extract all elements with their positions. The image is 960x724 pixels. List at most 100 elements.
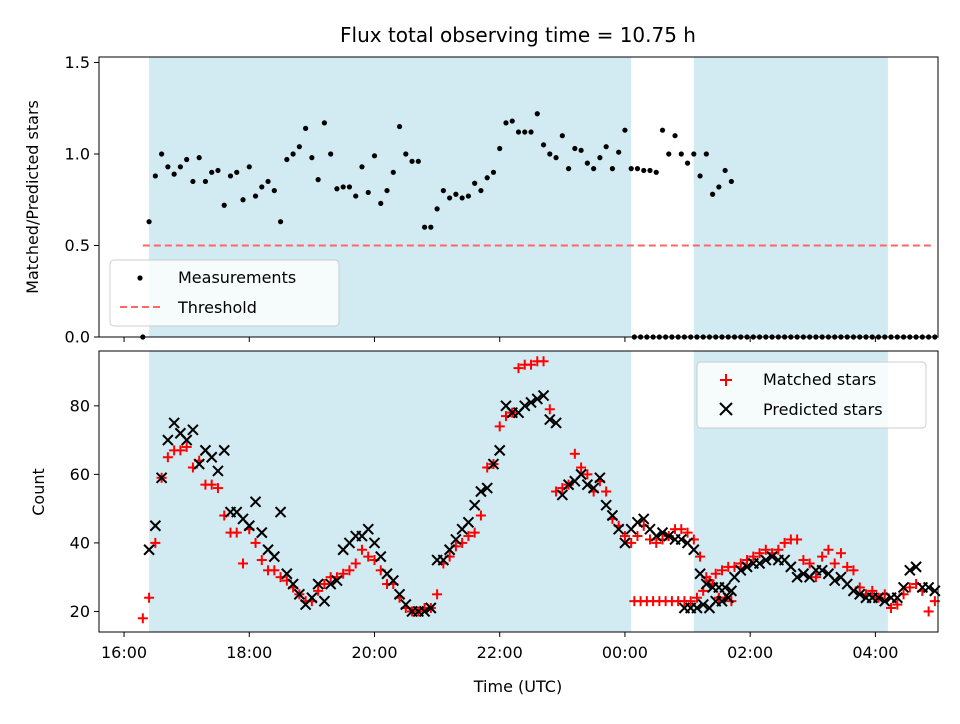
legend-label-measurements: Measurements [178,268,296,287]
bottom-matched-stars-point [212,483,223,494]
bottom-matched-stars-point [538,356,549,367]
bottom-panel: 20 40 60 80 16:00 18:00 20:00 22:00 00:00 02:00 0… [29,350,941,696]
top-measurements-point [647,167,653,174]
top-measurements-point [603,144,609,150]
top-measurements-point [290,151,296,157]
top-measurements-point [428,224,434,230]
top-plot-frame [98,56,939,338]
bottom-x-tick-label: 00:00 [602,643,648,662]
bottom-predicted-stars-point [462,516,475,529]
top-y-tick-label: 1.0 [65,144,90,163]
bottom-predicted-stars-point [631,516,644,529]
bottom-matched-stars-point [432,589,443,600]
bottom-predicted-stars-point [922,581,935,594]
top-measurements-point [540,142,547,148]
bottom-predicted-stars-point [816,564,828,577]
bottom-predicted-stars-point [243,520,255,532]
top-measurements-point [246,164,252,170]
top-measurements-point [678,151,684,157]
top-measurements-point [259,184,265,190]
bottom-predicted-stars-point [162,434,174,446]
bottom-predicted-stars-point [487,458,500,470]
top-measurements-point [353,193,359,199]
bottom-matched-stars-point [544,404,555,415]
top-y-axis: 0.0 0.5 1.0 1.5 [65,53,99,347]
bottom-matched-stars-point [716,565,727,576]
bottom-predicted-stars-point [847,585,860,597]
top-measurements-point [641,167,647,174]
top-shaded-interval [693,57,888,337]
bottom-predicted-stars-point [531,393,543,405]
bottom-matched-stars-point [569,448,580,459]
bottom-matched-stars-point [344,565,355,576]
bottom-predicted-stars-point [697,598,709,611]
bottom-predicted-stars-point [312,578,324,590]
bottom-predicted-stars-point [450,533,462,546]
top-measurements-point [240,197,246,203]
top-measurements-point [403,151,409,157]
bottom-matched-stars-point [695,551,706,562]
bottom-matched-stars-point [162,452,173,463]
bottom-matched-stars-point [513,363,524,374]
top-measurements-point [672,133,678,139]
bottom-predicted-stars-point [180,434,193,446]
top-measurements-point [515,129,522,135]
top-measurements-point [303,125,309,131]
bottom-predicted-stars-point [791,571,803,583]
top-measurements-point [371,153,378,159]
bottom-matched-stars-point [231,527,242,538]
bottom-matched-stars-point [632,531,643,542]
legend-marker-matched [720,374,732,386]
top-measurements-point [578,147,584,153]
bottom-predicted-stars-point [375,550,387,563]
bottom-predicted-stars-point [725,585,738,597]
bottom-predicted-stars-point [575,468,587,481]
bottom-matched-stars-point [469,527,480,538]
bottom-x-tick-label: 04:00 [852,643,898,662]
bottom-predicted-stars-point [481,482,493,494]
bottom-matched-stars-point [804,558,815,569]
top-legend: Measurements Threshold [109,259,340,327]
bottom-predicted-stars-point [650,530,662,542]
bottom-matched-stars-point [685,596,696,607]
top-x-axis [123,337,876,342]
bottom-y-tick-label: 20 [70,602,90,621]
top-measurements-point [365,189,371,196]
bottom-predicted-stars-point [281,568,293,580]
top-measurements-point [315,177,321,183]
top-measurements-point [409,158,415,164]
top-measurements-point [553,155,559,161]
top-measurements-point [328,151,334,157]
bottom-predicted-stars-point [143,544,155,556]
top-measurements-point [609,166,616,172]
bottom-plot-frame [98,350,939,633]
chart-title: Flux total observing time = 10.75 h [340,23,696,47]
bottom-matched-stars-point [626,537,637,548]
top-y-axis-label: Matched/Predicted stars [23,100,42,294]
bottom-predicted-stars-point [606,509,619,522]
bottom-predicted-stars-point [638,513,650,525]
top-measurements-point [522,129,528,135]
bottom-predicted-stars-point [368,537,381,549]
bottom-legend: Matched stars Predicted stars [696,361,927,429]
top-measurements-point [152,173,158,179]
bottom-predicted-stars-point [719,581,731,594]
bottom-shaded-interval [149,351,632,632]
bottom-predicted-stars-point [897,581,910,594]
top-measurements-point [497,145,503,152]
bottom-predicted-stars-point [879,595,891,607]
bottom-predicted-stars-point [168,417,180,429]
bottom-predicted-stars-point [187,424,199,436]
bottom-matched-stars-point [923,606,934,617]
bottom-predicted-stars-point [387,574,399,587]
top-measurements-point [716,184,722,190]
top-y-tick-label: 0.5 [65,236,90,255]
bottom-matched-stars-point [206,479,217,490]
top-measurements-point [215,167,221,174]
bottom-matched-stars-point [886,603,897,614]
top-measurements-point [265,178,271,185]
top-measurements-point [359,164,365,170]
bottom-predicted-stars-point [293,588,306,601]
bottom-predicted-stars-point [741,561,753,573]
